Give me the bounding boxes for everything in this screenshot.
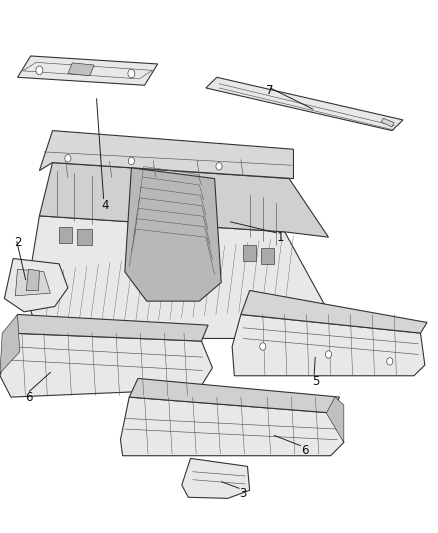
- Polygon shape: [120, 397, 344, 456]
- Polygon shape: [243, 245, 256, 261]
- Polygon shape: [11, 314, 208, 341]
- Polygon shape: [241, 290, 427, 333]
- Text: 6: 6: [25, 391, 32, 403]
- Polygon shape: [326, 397, 344, 442]
- Polygon shape: [26, 216, 328, 338]
- Polygon shape: [15, 269, 50, 296]
- Circle shape: [128, 157, 134, 165]
- Text: 3: 3: [240, 487, 247, 499]
- Circle shape: [216, 163, 222, 170]
- Polygon shape: [18, 56, 158, 85]
- Text: 7: 7: [265, 84, 273, 97]
- Polygon shape: [39, 163, 329, 237]
- Circle shape: [387, 358, 393, 365]
- Polygon shape: [182, 458, 250, 498]
- Circle shape: [128, 69, 135, 78]
- Circle shape: [65, 155, 71, 162]
- Polygon shape: [39, 131, 293, 179]
- Text: 4: 4: [101, 199, 109, 212]
- Polygon shape: [381, 118, 394, 127]
- Polygon shape: [26, 269, 39, 290]
- Polygon shape: [4, 259, 68, 312]
- Circle shape: [260, 343, 266, 350]
- Text: 5: 5: [312, 375, 319, 387]
- Circle shape: [325, 351, 332, 358]
- Polygon shape: [261, 248, 274, 264]
- Polygon shape: [129, 378, 339, 413]
- Polygon shape: [59, 227, 72, 243]
- Text: 1: 1: [276, 231, 284, 244]
- Circle shape: [36, 66, 43, 75]
- Polygon shape: [0, 333, 212, 397]
- Polygon shape: [77, 229, 92, 245]
- Polygon shape: [125, 168, 221, 301]
- Polygon shape: [0, 314, 20, 373]
- Text: 2: 2: [14, 236, 21, 249]
- Polygon shape: [232, 314, 425, 376]
- Polygon shape: [68, 63, 94, 76]
- Polygon shape: [206, 77, 403, 131]
- Text: 6: 6: [300, 444, 308, 457]
